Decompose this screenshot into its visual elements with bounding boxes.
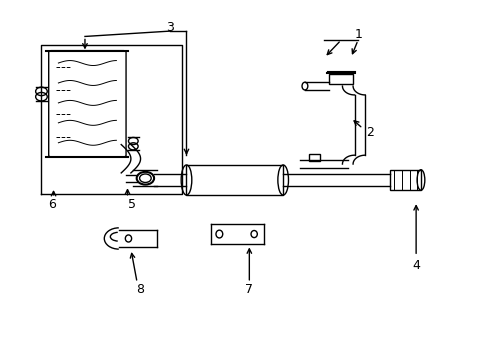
Bar [389,170,420,190]
Text: 7: 7 [245,283,253,296]
Text: 5: 5 [128,198,136,211]
Bar [308,154,320,161]
Text: 2: 2 [366,126,373,139]
Text: 8: 8 [136,283,144,296]
Bar [329,75,352,84]
Text: 3: 3 [165,21,173,34]
Text: 6: 6 [48,198,56,211]
Text: 1: 1 [353,28,361,41]
Text: 4: 4 [411,258,419,271]
Bar [186,165,283,195]
